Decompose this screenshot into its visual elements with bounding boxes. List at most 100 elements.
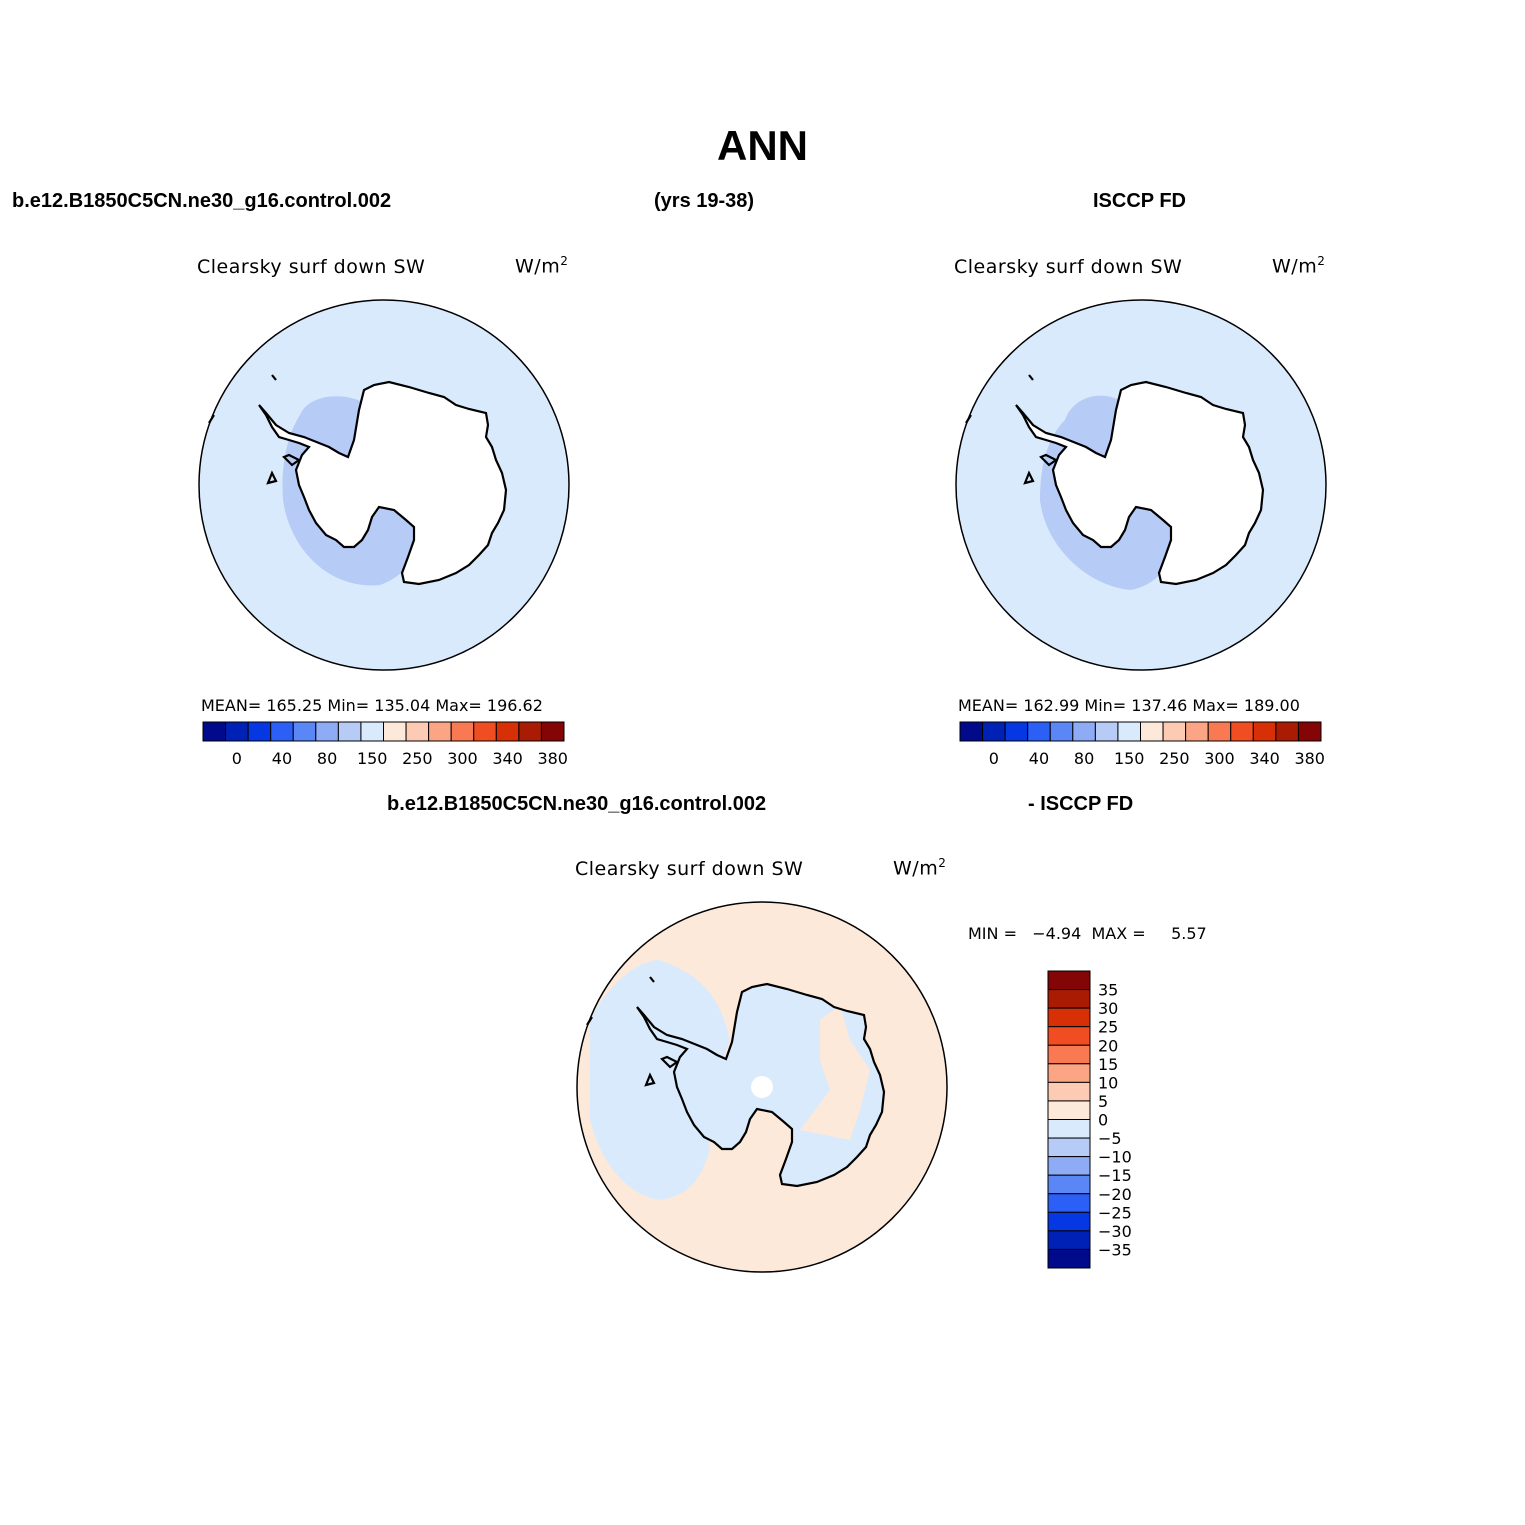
obs-colorbar-tick-label: 380 [1294, 749, 1325, 768]
diff-colorbar-box [1047, 1211, 1091, 1232]
obs-map-border [955, 299, 1327, 671]
model-map-border [198, 299, 570, 671]
diff-colorbar-box [1047, 1026, 1091, 1046]
obs-colorbar-box [959, 721, 984, 742]
obs-colorbar-box [1252, 721, 1277, 742]
years-label: (yrs 19-38) [654, 190, 755, 212]
obs-colorbar-box [1297, 721, 1322, 742]
diff-stats: MIN = −4.94 MAX = 5.57 [968, 924, 1207, 943]
diff-colorbar-box [1047, 1193, 1091, 1213]
obs-colorbar-tick-label: 40 [1029, 749, 1049, 768]
obs-pole-hole [1130, 474, 1152, 496]
model-colorbar-box [292, 721, 317, 742]
obs-colorbar-box [1117, 721, 1141, 742]
obs-colorbar-box [1275, 721, 1299, 742]
diff-map-border [576, 901, 948, 1273]
model-colorbar-box [270, 721, 294, 742]
model-colorbar-box [225, 721, 249, 742]
model-colorbar-box [247, 721, 272, 742]
diff-pole-hole [751, 1076, 773, 1098]
model-colorbar-tick-label: 0 [232, 749, 242, 768]
diff-colorbar-tick-label: 30 [1098, 999, 1118, 1018]
diff-land-positive [800, 1005, 870, 1140]
diff-colorbar-tick-label: −15 [1098, 1166, 1132, 1185]
obs-colorbar-tick-label: 300 [1204, 749, 1235, 768]
model-stats: MEAN= 165.25 Min= 135.04 Max= 196.62 [201, 696, 543, 715]
case-label: b.e12.B1850C5CN.ne30_g16.control.002 [12, 190, 392, 212]
model-colorbar-tick-label: 150 [357, 749, 388, 768]
diff-colorbar-box [1047, 970, 1091, 991]
obs-colorbar-tick-label: 0 [989, 749, 999, 768]
diff-colorbar-box [1047, 989, 1091, 1009]
model-colorbar-box [202, 721, 227, 742]
obs-panel-units: W/m2 [1272, 254, 1326, 278]
figure-title: ANN [717, 122, 808, 169]
obs-panel-title: Clearsky surf down SW [954, 256, 1183, 278]
obs-colorbar-box [1072, 721, 1096, 742]
diff-colorbar-tick-label: 10 [1098, 1073, 1118, 1092]
obs-stats: MEAN= 162.99 Min= 137.46 Max= 189.00 [958, 696, 1300, 715]
diff-colorbar-box [1047, 1156, 1091, 1176]
diff-panel-title: Clearsky surf down SW [575, 858, 804, 880]
diff-map [577, 902, 947, 1272]
diff-colorbar-box [1047, 1044, 1091, 1065]
diff-colorbar-tick-label: 35 [1098, 981, 1118, 1000]
diff-colorbar-tick-label: −25 [1098, 1203, 1132, 1222]
model-colorbar-tick-label: 340 [492, 749, 523, 768]
model-colorbar-box [473, 721, 497, 742]
diff-obs-label: - ISCCP FD [1028, 793, 1134, 815]
model-colorbar-box [518, 721, 542, 742]
model-colorbar-box [383, 721, 407, 742]
diff-colorbar-box [1047, 1100, 1091, 1120]
diff-colorbar-tick-label: 5 [1098, 1092, 1108, 1111]
model-colorbar-tick-label: 40 [272, 749, 292, 768]
diff-colorbar-box [1047, 1007, 1091, 1028]
obs-colorbar-tick-label: 80 [1074, 749, 1094, 768]
model-colorbar-box [540, 721, 565, 742]
model-colorbar-box [495, 721, 520, 742]
model-colorbar-tick-label: 380 [537, 749, 568, 768]
obs-colorbar-box [982, 721, 1006, 742]
model-colorbar-box [337, 721, 362, 742]
diff-case-label: b.e12.B1850C5CN.ne30_g16.control.002 [387, 793, 767, 815]
diff-colorbar-box [1047, 1081, 1091, 1102]
model-colorbar-tick-label: 250 [402, 749, 433, 768]
diff-colorbar-box [1047, 1063, 1091, 1083]
diff-colorbar-tick-label: −30 [1098, 1222, 1132, 1241]
diff-colorbar-tick-label: −10 [1098, 1148, 1132, 1167]
model-colorbar-tick-label: 80 [317, 749, 337, 768]
diff-colorbar-tick-label: 0 [1098, 1111, 1108, 1130]
diff-band-west [590, 960, 730, 1200]
model-colorbar: 0 40 80 150 250 300 340 380 [202, 721, 568, 768]
obs-colorbar-tick-label: 250 [1159, 749, 1190, 768]
model-colorbar-box [315, 721, 339, 742]
obs-label: ISCCP FD [1093, 190, 1186, 212]
diff-colorbar-tick-label: −5 [1098, 1129, 1122, 1148]
diff-colorbar-box [1047, 1230, 1091, 1250]
model-colorbar-box [428, 721, 452, 742]
diff-colorbar-tick-label: 15 [1098, 1055, 1118, 1074]
obs-colorbar: 0 40 80 150 250 300 340 380 [959, 721, 1325, 768]
model-panel-units: W/m2 [515, 254, 569, 278]
obs-colorbar-box [1162, 721, 1187, 742]
obs-colorbar-box [1094, 721, 1119, 742]
obs-colorbar-box [1140, 721, 1164, 742]
obs-map [956, 300, 1326, 670]
model-colorbar-box [405, 721, 430, 742]
model-panel-title: Clearsky surf down SW [197, 256, 426, 278]
diff-colorbar-tick-label: 20 [1098, 1036, 1118, 1055]
obs-colorbar-box [1185, 721, 1209, 742]
diff-colorbar-box [1047, 1174, 1091, 1195]
model-colorbar-box [450, 721, 475, 742]
diff-panel-units: W/m2 [893, 856, 947, 880]
obs-colorbar-tick-label: 150 [1114, 749, 1145, 768]
diff-colorbar-tick-label: 25 [1098, 1018, 1118, 1037]
obs-colorbar-box [1049, 721, 1074, 742]
diff-colorbar-box [1047, 1248, 1091, 1269]
obs-colorbar-tick-label: 340 [1249, 749, 1280, 768]
diff-colorbar-box [1047, 1137, 1091, 1158]
diff-colorbar-tick-label: −20 [1098, 1185, 1132, 1204]
obs-colorbar-box [1207, 721, 1232, 742]
